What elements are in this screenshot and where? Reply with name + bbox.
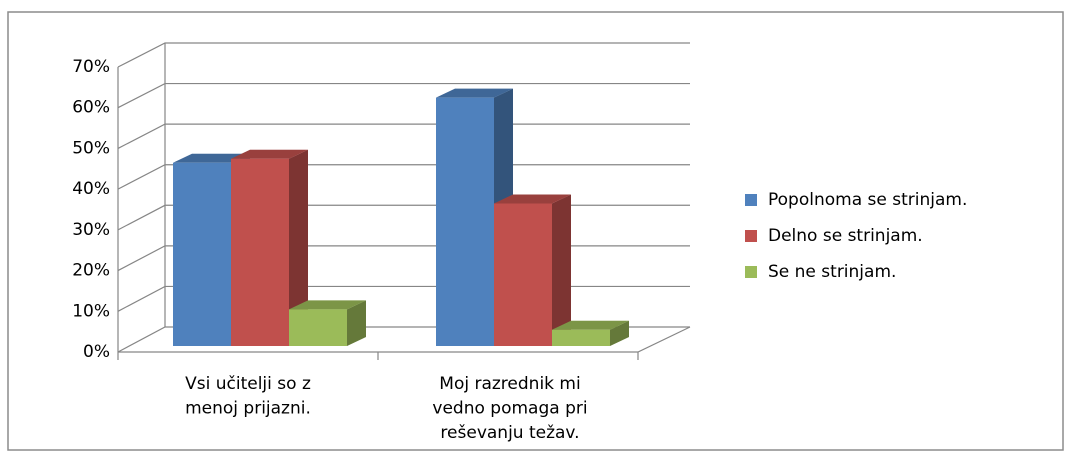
bar-top-shade <box>231 149 308 159</box>
grid-line <box>117 82 690 109</box>
bar-front <box>552 329 610 346</box>
bar-side-shade <box>289 149 308 346</box>
legend-label: Popolnoma se strinjam. <box>768 190 967 210</box>
legend-swatch <box>745 266 757 278</box>
bar <box>494 194 571 346</box>
bar-top-shade <box>552 320 629 330</box>
grid-line <box>117 164 690 190</box>
bar-top <box>552 320 629 330</box>
grid-line <box>117 42 690 68</box>
y-tick-label: 20% <box>72 261 110 281</box>
bar-side <box>289 149 308 346</box>
bar <box>231 149 308 346</box>
bar-top <box>173 153 250 163</box>
bar-front <box>436 97 494 347</box>
bar-side <box>610 320 629 346</box>
bar-front <box>494 203 552 346</box>
y-tick-label: 60% <box>72 98 110 118</box>
bar-top <box>231 149 308 159</box>
bar-side-shade <box>552 194 571 346</box>
y-tick-label: 30% <box>72 220 110 240</box>
bar-top-shade <box>436 88 513 98</box>
legend-swatch <box>745 230 757 242</box>
bar-top <box>494 194 571 204</box>
bar-top <box>289 300 366 310</box>
bar-side-shade <box>347 300 366 346</box>
y-tick-label: 10% <box>72 301 110 321</box>
bar-side <box>347 300 366 346</box>
bar-front <box>289 309 347 346</box>
x-tick-label: Vsi učitelji so z menoj prijazni. <box>185 374 311 419</box>
bar-top-shade <box>289 300 366 310</box>
bar-front <box>173 162 231 346</box>
bar-top <box>436 88 513 98</box>
legend-label: Se ne strinjam. <box>768 262 896 282</box>
bar-side <box>552 194 571 346</box>
grid-line <box>117 123 690 149</box>
y-tick-label: 0% <box>83 342 110 362</box>
y-tick-label: 70% <box>72 57 110 77</box>
category-ticks <box>117 352 639 360</box>
bar <box>552 320 629 346</box>
legend-swatch <box>745 194 757 206</box>
y-tick-label: 50% <box>72 138 110 158</box>
bar-top-shade <box>173 153 250 163</box>
bar-top-shade <box>494 194 571 204</box>
bar <box>289 300 366 346</box>
bar-side-shade <box>610 320 629 346</box>
x-tick-label: Moj razrednik mi vedno pomaga pri reševanj… <box>432 374 587 443</box>
legend-label: Delno se strinjam. <box>768 226 923 246</box>
y-tick-label: 40% <box>72 179 110 199</box>
bar-front <box>231 158 289 346</box>
